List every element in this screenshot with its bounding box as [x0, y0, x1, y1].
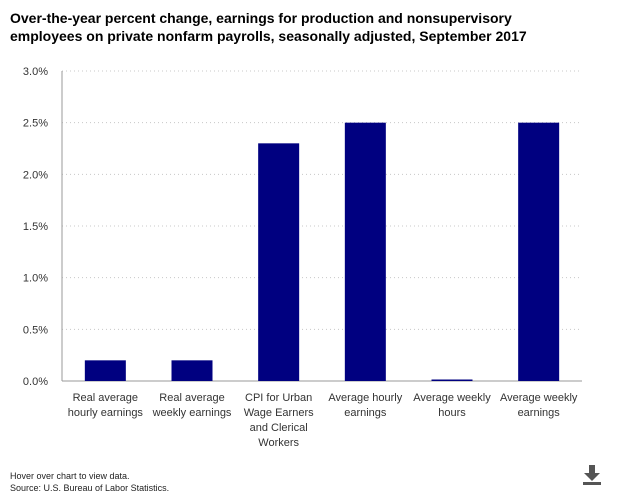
- bar[interactable]: [258, 143, 300, 381]
- y-tick-label: 3.0%: [23, 66, 48, 78]
- bar[interactable]: [171, 360, 213, 381]
- chart-title-line-1: Over-the-year percent change, earnings f…: [10, 10, 512, 26]
- bar[interactable]: [84, 360, 126, 381]
- bar-chart[interactable]: 0.0% 0.5% 1.0% 1.5% 2.0% 2.5% 3.0% Real average…: [0, 0, 620, 460]
- chart-title-line-2: employees on private nonfarm payrolls, s…: [10, 28, 527, 44]
- y-tick-label: 1.0%: [23, 273, 48, 285]
- source-note: Source: U.S. Bureau of Labor Statistics.: [10, 483, 170, 493]
- y-tick-label: 2.5%: [23, 118, 48, 130]
- y-tick-label: 0.5%: [23, 324, 48, 336]
- y-tick-label: 0.0%: [23, 376, 48, 388]
- bar[interactable]: [344, 122, 386, 382]
- chart-title: Over-the-year percent change, earnings f…: [10, 9, 610, 45]
- y-tick-label: 2.0%: [23, 169, 48, 181]
- x-tick-label: Average weekly earnings: [500, 392, 578, 419]
- x-tick-label: Average weekly hours: [413, 392, 491, 419]
- download-button[interactable]: [580, 462, 604, 486]
- x-tick-label: Real average weekly earnings: [152, 392, 232, 419]
- bar[interactable]: [431, 379, 473, 382]
- bar[interactable]: [518, 122, 560, 382]
- download-icon: [583, 465, 601, 485]
- x-tick-label: Average hourly earnings: [328, 392, 402, 419]
- chart-footer: Hover over chart to view data. Source: U…: [10, 470, 169, 494]
- y-tick-label: 1.5%: [23, 221, 48, 233]
- hover-note: Hover over chart to view data.: [10, 471, 130, 481]
- x-tick-label: CPI for Urban Wage Earners and Clerical Wor…: [244, 392, 314, 449]
- x-tick-label: Real average hourly earnings: [68, 392, 144, 419]
